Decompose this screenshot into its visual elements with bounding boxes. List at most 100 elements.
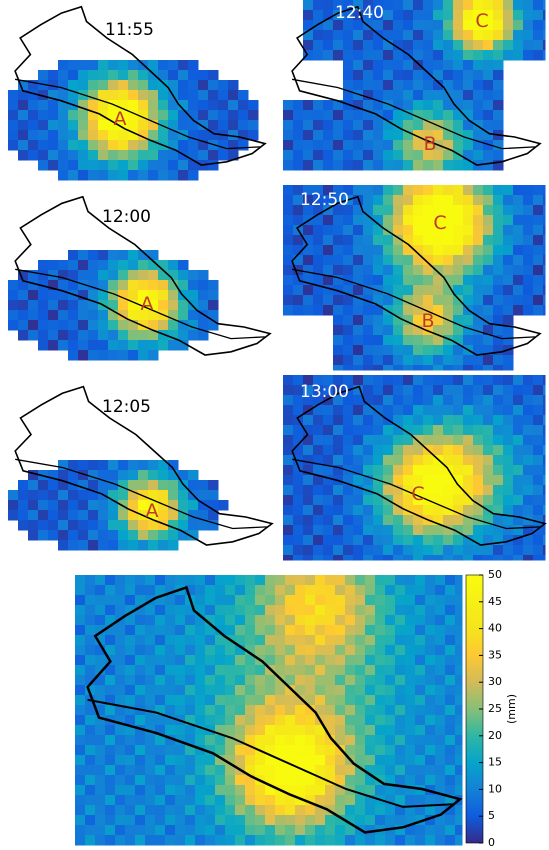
radar-cell xyxy=(235,655,246,666)
radar-cell xyxy=(295,815,306,826)
radar-cell xyxy=(543,395,546,406)
radar-cell xyxy=(353,60,364,71)
radar-cell xyxy=(513,435,524,446)
radar-cell xyxy=(138,350,149,361)
radar-cell xyxy=(523,20,534,31)
radar-cell xyxy=(403,60,414,71)
radar-cell xyxy=(178,280,189,291)
radar-cell xyxy=(455,765,463,776)
radar-cell xyxy=(493,90,504,101)
radar-cell xyxy=(48,260,59,271)
radar-cell xyxy=(195,645,206,656)
radar-cell xyxy=(343,130,354,141)
radar-cell xyxy=(543,235,546,246)
radar-cell xyxy=(443,110,454,121)
radar-cell xyxy=(523,475,534,486)
radar-cell xyxy=(325,715,336,726)
radar-cell xyxy=(293,305,304,316)
radar-cell xyxy=(158,170,169,181)
radar-cell xyxy=(393,415,404,426)
radar-cell xyxy=(513,375,524,386)
radar-cell xyxy=(305,815,316,826)
radar-cell xyxy=(58,510,69,521)
radar-cell xyxy=(85,585,96,596)
radar-cell xyxy=(383,10,394,21)
radar-cell xyxy=(85,645,96,656)
radar-cell xyxy=(293,475,304,486)
radar-cell xyxy=(343,455,354,466)
radar-cell xyxy=(403,215,414,226)
radar-cell xyxy=(208,310,219,321)
radar-cell xyxy=(295,805,306,816)
radar-cell xyxy=(283,385,294,396)
radar-cell xyxy=(433,315,444,326)
radar-cell xyxy=(188,510,199,521)
radar-cell xyxy=(18,100,29,111)
radar-cell xyxy=(533,10,544,21)
radar-cell xyxy=(128,100,139,111)
radar-cell xyxy=(373,60,384,71)
radar-cell xyxy=(155,585,166,596)
radar-cell xyxy=(165,745,176,756)
radar-cell xyxy=(405,815,416,826)
radar-cell xyxy=(333,445,344,456)
radar-cell xyxy=(293,525,304,536)
radar-cell xyxy=(265,815,276,826)
radar-cell xyxy=(383,435,394,446)
radar-cell xyxy=(423,195,434,206)
radar-cell xyxy=(275,585,286,596)
radar-cell xyxy=(68,530,79,541)
radar-cell xyxy=(168,70,179,81)
radar-cell xyxy=(453,515,464,526)
radar-cell xyxy=(423,475,434,486)
radar-cell xyxy=(335,825,346,836)
radar-cell xyxy=(225,775,236,786)
radar-cell xyxy=(293,185,304,196)
radar-cell xyxy=(135,765,146,776)
radar-cell xyxy=(198,270,209,281)
radar-cell xyxy=(8,500,19,511)
radar-cell xyxy=(175,815,186,826)
radar-cell xyxy=(405,625,416,636)
radar-cell xyxy=(493,335,504,346)
radar-cell xyxy=(178,140,189,151)
radar-cell xyxy=(98,120,109,131)
radar-cell xyxy=(523,195,534,206)
radar-cell xyxy=(365,775,376,786)
radar-cell xyxy=(168,460,179,471)
radar-cell xyxy=(125,615,136,626)
radar-cell xyxy=(313,455,324,466)
radar-cell xyxy=(18,140,29,151)
radar-cell xyxy=(305,605,316,616)
radar-cell xyxy=(135,675,146,686)
radar-cell xyxy=(325,655,336,666)
radar-cell xyxy=(198,120,209,131)
radar-cell xyxy=(333,245,344,256)
radar-cell xyxy=(98,480,109,491)
radar-cell xyxy=(305,585,316,596)
radar-cell xyxy=(28,120,39,131)
radar-cell xyxy=(333,205,344,216)
radar-cell xyxy=(145,655,156,666)
radar-cell xyxy=(165,765,176,776)
radar-cell xyxy=(325,695,336,706)
radar-cell xyxy=(453,90,464,101)
radar-cell xyxy=(353,80,364,91)
radar-cell xyxy=(453,445,464,456)
radar-cell xyxy=(353,90,364,101)
radar-cell xyxy=(415,725,426,736)
radar-cell xyxy=(473,555,484,561)
radar-cell xyxy=(245,815,256,826)
radar-cell xyxy=(523,235,534,246)
radar-cell xyxy=(285,785,296,796)
radar-cell xyxy=(158,120,169,131)
colorbar-tick-label: 20 xyxy=(488,729,502,742)
radar-cell xyxy=(345,625,356,636)
radar-cell xyxy=(168,540,179,551)
radar-cell xyxy=(503,285,514,296)
radar-cell xyxy=(323,255,334,266)
radar-cell xyxy=(333,20,344,31)
radar-cell xyxy=(483,365,494,371)
radar-cell xyxy=(423,345,434,356)
radar-cell xyxy=(363,215,374,226)
